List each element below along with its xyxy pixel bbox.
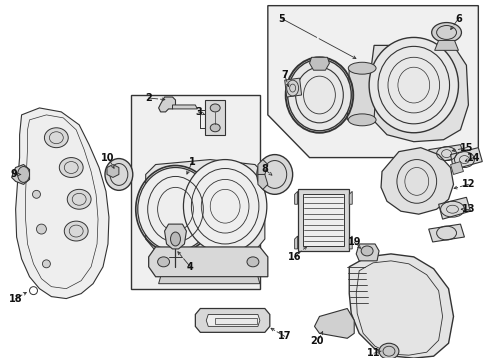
Text: 1: 1 [188,157,195,167]
Polygon shape [158,97,175,112]
Polygon shape [346,68,376,120]
Text: 5: 5 [278,14,285,23]
Polygon shape [195,309,269,332]
Polygon shape [257,159,267,175]
Bar [205,100,224,135]
Polygon shape [148,247,267,277]
Ellipse shape [138,167,213,251]
Text: 6: 6 [454,14,461,23]
Ellipse shape [361,246,372,256]
Polygon shape [267,6,477,158]
Polygon shape [355,244,378,261]
Polygon shape [348,236,351,249]
Ellipse shape [287,59,350,131]
Text: 18: 18 [9,293,22,303]
Text: 9: 9 [10,170,17,180]
Polygon shape [172,105,197,109]
Polygon shape [145,159,264,257]
Polygon shape [158,277,259,284]
Polygon shape [294,192,297,204]
Ellipse shape [64,221,88,241]
Polygon shape [12,165,29,184]
Ellipse shape [210,124,220,132]
Text: 7: 7 [281,70,287,80]
Text: 14: 14 [466,153,479,163]
Ellipse shape [246,257,258,267]
Text: 2: 2 [145,93,152,103]
Polygon shape [284,78,301,97]
Ellipse shape [210,104,220,112]
Ellipse shape [42,260,50,268]
Text: 10: 10 [101,153,115,163]
Polygon shape [107,165,119,177]
Text: 15: 15 [459,143,472,153]
Polygon shape [348,192,351,204]
Ellipse shape [347,62,375,74]
Text: 20: 20 [310,336,324,346]
Polygon shape [434,40,458,50]
Polygon shape [131,95,259,289]
Polygon shape [257,175,267,189]
Text: 8: 8 [261,165,268,175]
Ellipse shape [378,343,398,359]
Polygon shape [428,224,464,242]
Ellipse shape [44,128,68,148]
Ellipse shape [59,158,83,177]
Ellipse shape [431,23,461,42]
Polygon shape [16,108,109,298]
Ellipse shape [67,189,91,209]
Ellipse shape [157,257,169,267]
Ellipse shape [105,158,133,190]
Polygon shape [380,148,452,214]
Polygon shape [348,254,452,358]
Polygon shape [206,315,259,327]
Ellipse shape [368,37,458,133]
Polygon shape [164,224,186,249]
Text: 4: 4 [186,262,193,272]
Polygon shape [449,148,481,170]
Text: 12: 12 [461,179,474,189]
Ellipse shape [183,159,266,253]
Bar [297,189,348,251]
Text: 16: 16 [287,252,301,262]
Polygon shape [428,145,464,163]
Polygon shape [309,57,329,70]
Text: 3: 3 [195,107,201,117]
Polygon shape [314,309,353,338]
Ellipse shape [170,232,180,246]
Ellipse shape [347,114,375,126]
Ellipse shape [18,167,29,183]
Polygon shape [438,197,469,219]
Ellipse shape [37,224,46,234]
Polygon shape [294,236,297,249]
Bar [302,194,344,246]
Bar [215,319,256,324]
Text: 13: 13 [461,204,474,214]
Polygon shape [449,162,463,175]
Text: 19: 19 [347,237,360,247]
Text: 11: 11 [366,348,380,358]
Ellipse shape [32,190,41,198]
Ellipse shape [256,154,292,194]
Polygon shape [366,45,468,142]
Text: 17: 17 [277,331,291,341]
